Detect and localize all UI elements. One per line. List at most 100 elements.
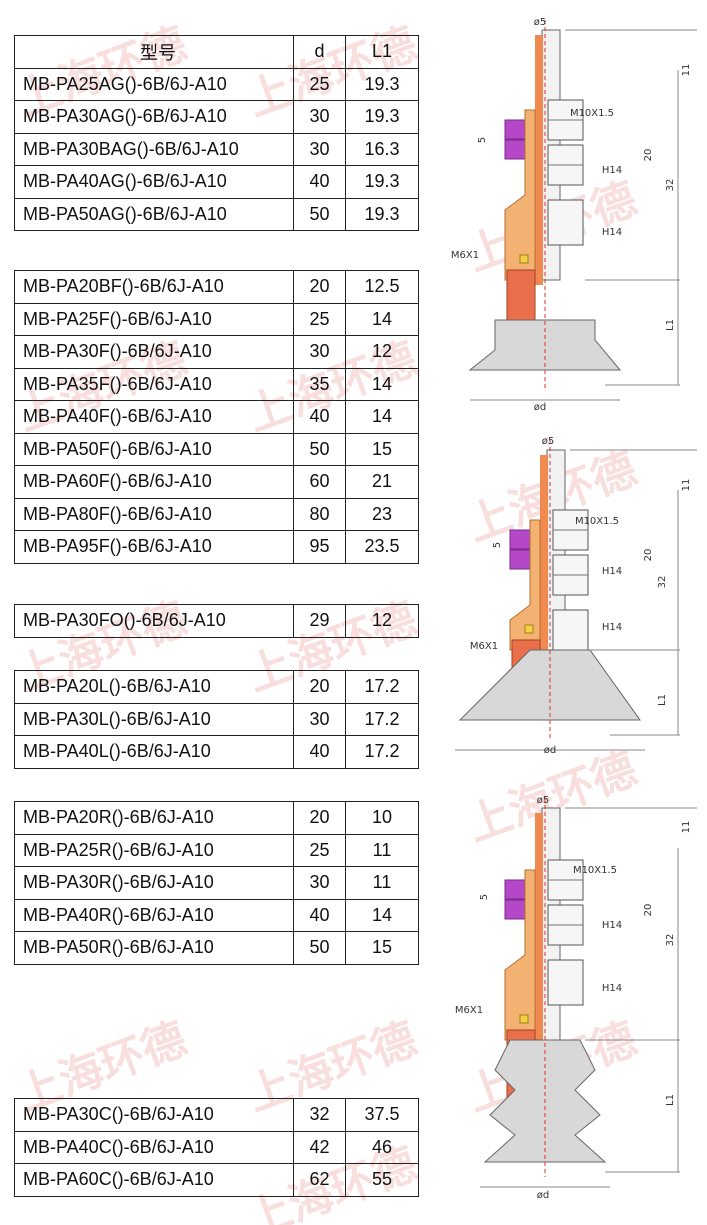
cell: 型号: [14, 35, 294, 69]
cell: 20: [293, 801, 346, 835]
data-row: MB-PA30F()-6B/6J-A10 30 12: [14, 335, 419, 369]
dimension-label: 32: [665, 179, 676, 192]
dimension-label: M10X1.5: [575, 516, 619, 527]
cell: MB-PA60F()-6B/6J-A10: [14, 465, 294, 499]
cell: 40: [293, 898, 346, 932]
cell: 30: [293, 866, 346, 900]
header-row: 型号 d L1: [14, 35, 419, 69]
dimension-label: H14: [602, 920, 622, 931]
cell: 40: [293, 400, 346, 434]
bracket: [504, 109, 536, 281]
hex-nut: [547, 199, 584, 246]
dimension-label: 11: [681, 64, 692, 77]
dimension-label: 11: [681, 479, 692, 492]
cell: 35: [293, 367, 346, 401]
cell: L1: [345, 35, 419, 69]
cell: MB-PA40AG()-6B/6J-A10: [14, 165, 294, 199]
cell: 50: [293, 432, 346, 466]
cell: MB-PA20BF()-6B/6J-A10: [14, 270, 294, 304]
data-row: MB-PA60F()-6B/6J-A10 60 21: [14, 465, 419, 499]
dimension-label: L1: [657, 694, 668, 706]
cell: MB-PA25F()-6B/6J-A10: [14, 302, 294, 336]
cell: 19.3: [345, 197, 419, 231]
cell: 29: [293, 604, 346, 638]
cell: MB-PA80F()-6B/6J-A10: [14, 497, 294, 531]
spec-table: MB-PA20L()-6B/6J-A10 20 17.2 MB-PA30L()-6B/…: [14, 670, 419, 769]
cell: 50: [293, 197, 346, 231]
cell: 16.3: [345, 132, 419, 166]
cell: MB-PA35F()-6B/6J-A10: [14, 367, 294, 401]
cell: 12.5: [345, 270, 419, 304]
cell: 23: [345, 497, 419, 531]
dimension-label: ød: [537, 1190, 549, 1201]
tube: [535, 813, 543, 1045]
cell: 62: [293, 1163, 346, 1197]
dimension-label: 32: [665, 934, 676, 947]
dimension-label: 20: [643, 149, 654, 162]
cell: 50: [293, 931, 346, 965]
dimension-label: 5: [477, 137, 488, 143]
cell: MB-PA30C()-6B/6J-A10: [14, 1098, 294, 1132]
dimension-label: M10X1.5: [570, 108, 614, 119]
data-row: MB-PA50R()-6B/6J-A10 50 15: [14, 931, 419, 965]
dimension-label: 5: [479, 894, 490, 900]
cell: MB-PA20L()-6B/6J-A10: [14, 670, 294, 704]
cell: MB-PA50R()-6B/6J-A10: [14, 931, 294, 965]
cell: MB-PA30F()-6B/6J-A10: [14, 335, 294, 369]
cell: MB-PA30R()-6B/6J-A10: [14, 866, 294, 900]
cell: 23.5: [345, 530, 419, 564]
dimension-label: ø5: [534, 17, 546, 28]
cell: MB-PA30FO()-6B/6J-A10: [14, 604, 294, 638]
cell: 40: [293, 735, 346, 769]
data-row: MB-PA50F()-6B/6J-A10 50 15: [14, 432, 419, 466]
cell: 80: [293, 497, 346, 531]
cell: MB-PA30AG()-6B/6J-A10: [14, 100, 294, 134]
cell: 25: [293, 67, 346, 101]
spec-table: MB-PA20R()-6B/6J-A10 20 10 MB-PA25R()-6B/6J…: [14, 801, 419, 965]
cell: 14: [345, 400, 419, 434]
data-row: MB-PA60C()-6B/6J-A10 62 55: [14, 1163, 419, 1197]
cell: 11: [345, 833, 419, 867]
data-row: MB-PA80F()-6B/6J-A10 80 23: [14, 497, 419, 531]
cell: 19.3: [345, 165, 419, 199]
cell: MB-PA40C()-6B/6J-A10: [14, 1130, 294, 1164]
tube: [540, 455, 548, 655]
dimension-label: ø5: [542, 436, 554, 447]
cell: 25: [293, 833, 346, 867]
cell: 15: [345, 931, 419, 965]
dimension-label: H14: [602, 165, 622, 176]
bracket: [504, 869, 536, 1041]
data-row: MB-PA40AG()-6B/6J-A10 40 19.3: [14, 165, 419, 199]
cell: 42: [293, 1130, 346, 1164]
data-row: MB-PA30FO()-6B/6J-A10 29 12: [14, 604, 419, 638]
cell: d: [293, 35, 346, 69]
dimension-label: L1: [665, 1094, 676, 1106]
cell: 19.3: [345, 67, 419, 101]
cell: 30: [293, 132, 346, 166]
dimension-label: H14: [602, 566, 622, 577]
cell: 17.2: [345, 702, 419, 736]
purple-nut: [504, 899, 526, 920]
assembly: ø5 11 M10X1.5 5 20 H14 32 H14 M6X1 L1 ød: [455, 436, 697, 756]
spec-table: MB-PA30FO()-6B/6J-A10 29 12: [14, 604, 419, 638]
cell: MB-PA95F()-6B/6J-A10: [14, 530, 294, 564]
data-row: MB-PA40C()-6B/6J-A10 42 46: [14, 1130, 419, 1164]
data-row: MB-PA30AG()-6B/6J-A10 30 19.3: [14, 100, 419, 134]
dimension-label: H14: [602, 622, 622, 633]
cell: 55: [345, 1163, 419, 1197]
data-row: MB-PA40L()-6B/6J-A10 40 17.2: [14, 735, 419, 769]
yellow-ring: [519, 1014, 529, 1024]
hex-nut: [552, 609, 589, 656]
cell: 95: [293, 530, 346, 564]
data-row: MB-PA20L()-6B/6J-A10 20 17.2: [14, 670, 419, 704]
cell: 30: [293, 702, 346, 736]
dimension-label: H14: [602, 983, 622, 994]
cell: 46: [345, 1130, 419, 1164]
cell: 10: [345, 801, 419, 835]
dimension-label: H14: [602, 227, 622, 238]
cell: MB-PA25AG()-6B/6J-A10: [14, 67, 294, 101]
purple-nut: [509, 549, 531, 570]
assembly: ø5 11 M10X1.5 5 20 H14 32 H14 M6X1 L1 ød: [455, 795, 697, 1201]
dimension-label: 11: [681, 821, 692, 834]
